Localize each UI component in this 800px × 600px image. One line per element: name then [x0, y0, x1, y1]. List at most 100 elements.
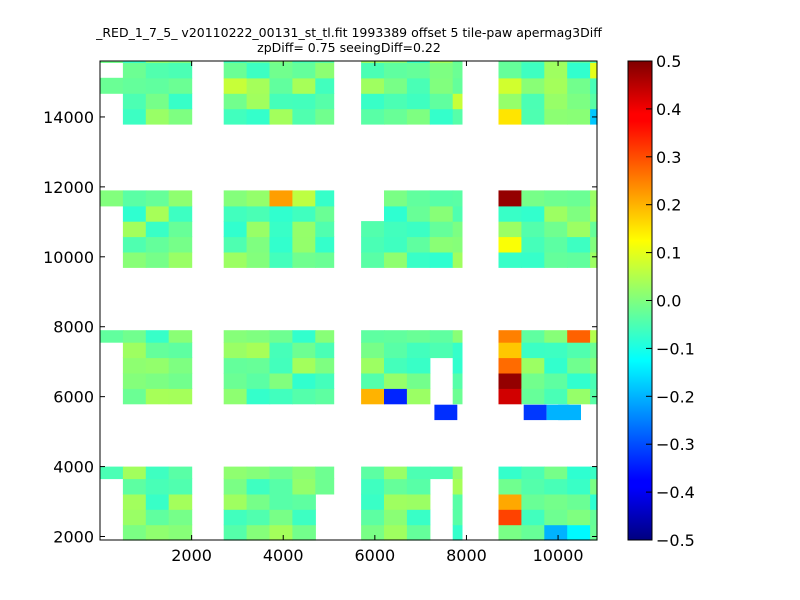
heatmap-cell	[521, 77, 545, 94]
heatmap-cell	[384, 62, 408, 79]
heatmap-cell	[361, 62, 385, 79]
heatmap-cell	[223, 509, 248, 526]
heatmap-cell	[122, 236, 147, 253]
heatmap-cell	[269, 108, 293, 125]
heatmap-cell	[361, 221, 385, 238]
heatmap-cell	[544, 388, 568, 405]
heatmap-cell	[452, 330, 463, 343]
heatmap-cell	[406, 357, 431, 374]
heatmap-cell	[145, 493, 170, 510]
heatmap-cell	[452, 493, 463, 510]
heatmap-cell	[122, 221, 147, 238]
heatmap-cell	[406, 388, 431, 405]
colorbar-tick-label: −0.4	[656, 483, 695, 502]
heatmap-cell	[429, 221, 454, 238]
heatmap-cell	[590, 357, 598, 374]
heatmap-cell	[122, 342, 147, 359]
heatmap-cell	[315, 77, 335, 94]
heatmap-cell	[292, 108, 316, 125]
heatmap-cell	[429, 466, 454, 480]
heatmap-cell	[567, 205, 591, 222]
heatmap-cell	[498, 236, 522, 253]
heatmap-cell	[361, 236, 385, 253]
y-tick-label: 10000	[43, 248, 94, 267]
heatmap-cell	[122, 62, 147, 79]
heatmap-cell	[168, 493, 193, 510]
heatmap-cell	[292, 357, 316, 374]
heatmap-cell	[567, 61, 591, 63]
y-tick-label: 6000	[53, 388, 94, 407]
heatmap-cell	[452, 93, 463, 110]
heatmap-cell	[384, 190, 408, 207]
heatmap-cell	[223, 108, 248, 125]
heatmap-cell	[361, 61, 385, 63]
heatmap-cell	[223, 466, 248, 480]
heatmap-cell	[498, 342, 522, 359]
heatmap-cell	[315, 372, 335, 389]
heatmap-cell	[315, 388, 335, 405]
heatmap-cell	[315, 236, 335, 253]
heatmap-cell	[590, 236, 598, 253]
heatmap-cell	[122, 108, 147, 125]
heatmap-cell	[384, 251, 408, 268]
heatmap-cell	[292, 61, 316, 63]
heatmap-cell	[100, 77, 124, 94]
heatmap-cell	[590, 77, 598, 94]
heatmap-cell	[246, 93, 271, 110]
heatmap-cell	[567, 251, 591, 268]
heatmap-cell	[145, 330, 170, 343]
heatmap-cell	[452, 478, 463, 495]
heatmap-cell	[406, 77, 431, 94]
heatmap-cell	[521, 372, 545, 389]
heatmap-cell	[406, 493, 431, 510]
heatmap-cell	[145, 509, 170, 526]
heatmap-cell	[145, 62, 170, 79]
heatmap-cell	[361, 388, 385, 405]
y-tick-label: 14000	[43, 108, 94, 127]
heatmap-cell	[269, 509, 293, 526]
colorbar-tick-label: −0.5	[656, 531, 695, 550]
heatmap-cell	[145, 357, 170, 374]
heatmap-cell	[315, 205, 335, 222]
heatmap-cell	[567, 509, 591, 526]
heatmap-cell	[452, 524, 463, 541]
heatmap-cell	[384, 524, 408, 541]
heatmap-cell	[223, 221, 248, 238]
heatmap-cell	[122, 524, 147, 541]
heatmap-cell	[122, 251, 147, 268]
heatmap-cell	[544, 524, 568, 541]
heatmap-cell	[168, 466, 193, 480]
heatmap-cell	[521, 342, 545, 359]
heatmap-cell	[544, 251, 568, 268]
heatmap-cell	[567, 342, 591, 359]
heatmap-cell	[223, 342, 248, 359]
heatmap-cell	[406, 466, 431, 480]
heatmap-cell	[521, 236, 545, 253]
heatmap-cell	[122, 509, 147, 526]
x-tick-label: 6000	[354, 546, 395, 565]
heatmap-cell	[452, 357, 463, 374]
heatmap-cell	[406, 62, 431, 79]
heatmap-cell	[145, 221, 170, 238]
heatmap-cell	[122, 93, 147, 110]
heatmap-cell	[521, 93, 545, 110]
heatmap-cell	[521, 478, 545, 495]
heatmap-cell	[168, 330, 193, 343]
heatmap-cell	[498, 466, 522, 480]
heatmap-cell	[521, 62, 545, 79]
heatmap-cell	[544, 330, 568, 343]
heatmap-cell	[122, 478, 147, 495]
heatmap-cell	[168, 342, 193, 359]
heatmap-cell	[544, 61, 568, 63]
heatmap-cell	[145, 108, 170, 125]
heatmap-cell	[223, 77, 248, 94]
colorbar-tick-label: 0.2	[656, 196, 681, 215]
heatmap-cell	[498, 478, 522, 495]
heatmap-cell	[361, 478, 385, 495]
heatmap-cell	[521, 509, 545, 526]
heatmap-cell	[269, 205, 293, 222]
heatmap-cell	[384, 466, 408, 480]
heatmap-cell	[452, 509, 463, 526]
heatmap-cell	[452, 236, 463, 253]
